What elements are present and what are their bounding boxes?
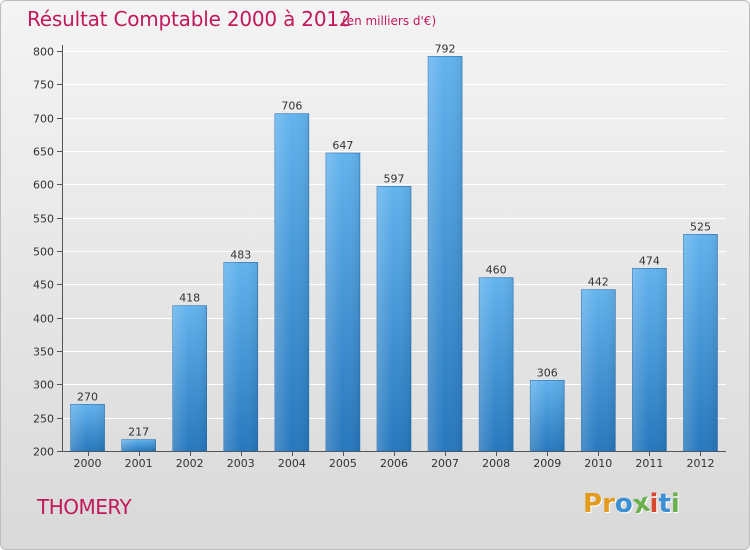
logo-letter: i bbox=[670, 489, 680, 519]
x-tick-label: 2008 bbox=[482, 457, 510, 470]
bar-shading bbox=[325, 153, 360, 451]
y-tick-label: 400 bbox=[33, 313, 54, 326]
logo-letter: i bbox=[649, 489, 659, 519]
y-tick-label: 350 bbox=[33, 346, 54, 359]
bar-value-label: 647 bbox=[332, 139, 353, 152]
bar-value-label: 460 bbox=[486, 264, 507, 277]
bar-shading bbox=[274, 113, 309, 452]
value-labels: 270 217 418 483 706 647 597 792 460 306 442 474 525 bbox=[77, 42, 711, 438]
bar-shading bbox=[683, 234, 718, 451]
bar-value-label: 270 bbox=[77, 390, 98, 403]
bar-value-label: 442 bbox=[588, 276, 609, 289]
x-tick-label: 2007 bbox=[431, 457, 459, 470]
logo-letter: r bbox=[602, 489, 615, 519]
x-tick-label: 2005 bbox=[329, 457, 357, 470]
chart-subtitle: (en milliers d'€) bbox=[342, 14, 437, 28]
y-tick-label: 650 bbox=[33, 146, 54, 159]
bars bbox=[70, 56, 718, 452]
x-tick-label: 2011 bbox=[635, 457, 663, 470]
bar-shading bbox=[172, 305, 207, 451]
x-tick-label: 2001 bbox=[125, 457, 153, 470]
logo-letter: o bbox=[614, 489, 633, 519]
bar-value-label: 418 bbox=[179, 292, 200, 305]
bar-shading bbox=[530, 380, 565, 451]
logo-letter: P bbox=[583, 489, 603, 519]
y-tick-label: 750 bbox=[33, 79, 54, 92]
y-tick-label: 700 bbox=[33, 113, 54, 126]
y-tick-labels: 200 250 300 350 400 450 500 550 600 650 700 750 800 bbox=[33, 46, 54, 459]
bar-shading bbox=[121, 439, 156, 451]
x-tick-label: 2004 bbox=[278, 457, 306, 470]
chart-title: Résultat Comptable 2000 à 2012 bbox=[27, 7, 352, 31]
x-tick-label: 2002 bbox=[176, 457, 204, 470]
x-tick-label: 2009 bbox=[533, 457, 561, 470]
y-tick-label: 550 bbox=[33, 213, 54, 226]
bar-value-label: 474 bbox=[639, 254, 660, 267]
bar-shading bbox=[428, 56, 463, 451]
axes bbox=[57, 45, 726, 456]
x-tick-labels: 2000 2001 2002 2003 2004 2005 2006 2007 2008 2009… bbox=[74, 457, 715, 470]
y-tick-label: 500 bbox=[33, 246, 54, 259]
bar-value-label: 706 bbox=[281, 100, 302, 113]
city-name: THOMERY bbox=[37, 495, 132, 519]
bar-shading bbox=[479, 277, 514, 451]
bar-shading bbox=[70, 404, 105, 451]
bar-shading bbox=[223, 262, 258, 451]
y-tick-label: 800 bbox=[33, 46, 54, 59]
y-tick-label: 250 bbox=[33, 413, 54, 426]
bar-value-label: 525 bbox=[690, 220, 711, 233]
bar-shading bbox=[377, 186, 411, 452]
y-tick-label: 450 bbox=[33, 279, 54, 292]
bar-shading bbox=[632, 268, 667, 451]
bar-value-label: 597 bbox=[384, 172, 405, 185]
proxiti-logo: Proxiti bbox=[583, 488, 680, 521]
x-tick-label: 2003 bbox=[227, 457, 255, 470]
x-tick-label: 2006 bbox=[380, 457, 408, 470]
bar-value-label: 217 bbox=[128, 426, 149, 439]
x-tick-label: 2000 bbox=[74, 457, 102, 470]
y-tick-label: 600 bbox=[33, 179, 54, 192]
bar-value-label: 792 bbox=[435, 42, 456, 55]
x-tick-label: 2012 bbox=[686, 457, 714, 470]
y-tick-label: 300 bbox=[33, 379, 54, 392]
bar-value-label: 306 bbox=[537, 366, 558, 379]
bar-value-label: 483 bbox=[230, 248, 251, 261]
y-tick-label: 200 bbox=[33, 446, 54, 459]
logo-letter: t bbox=[658, 489, 671, 519]
bar-shading bbox=[581, 289, 616, 451]
x-tick-label: 2010 bbox=[584, 457, 612, 470]
